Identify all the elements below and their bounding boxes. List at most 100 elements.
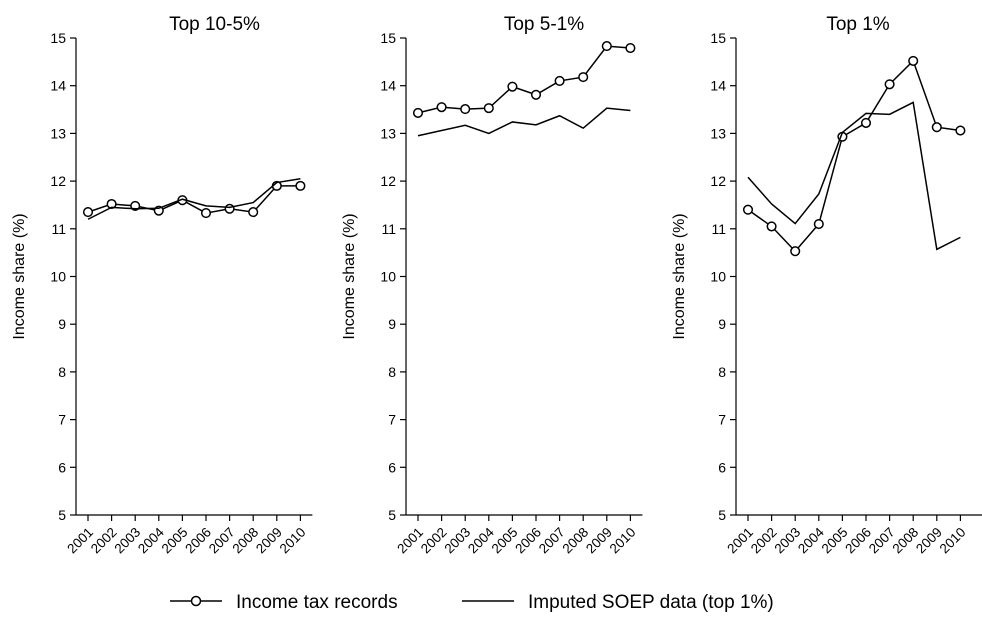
data-point-income-tax — [82, 207, 94, 218]
x-tick-label: 2008 — [559, 525, 591, 557]
legend-label-income-tax: Income tax records — [236, 592, 398, 613]
data-point-income-tax — [625, 42, 636, 54]
x-tick-label: 2007 — [206, 525, 238, 557]
data-point-income-tax — [224, 203, 235, 214]
x-tick-label: 2005 — [819, 525, 851, 557]
y-tick-label: 14 — [50, 78, 66, 94]
x-tick-label: 2006 — [512, 525, 544, 557]
y-tick-label: 14 — [380, 78, 396, 94]
x-tick-label: 2004 — [135, 524, 167, 556]
y-axis-label: Income share (%) — [341, 213, 358, 339]
y-tick-label: 6 — [718, 459, 726, 475]
legend-label-soep: Imputed SOEP data (top 1%) — [528, 592, 774, 613]
data-point-income-tax — [931, 122, 942, 133]
x-tick-label: 2006 — [842, 525, 874, 557]
data-point-income-tax — [766, 221, 777, 232]
y-tick-label: 9 — [58, 316, 66, 332]
x-tick-label: 2010 — [937, 525, 969, 557]
y-tick-label: 11 — [51, 221, 66, 237]
panel-title: Top 5-1% — [504, 14, 584, 35]
series-line-income-tax — [417, 45, 631, 114]
y-tick-label: 5 — [718, 507, 726, 523]
data-point-income-tax — [955, 125, 966, 136]
data-point-income-tax — [554, 75, 565, 86]
series-line-soep — [417, 107, 631, 137]
data-point-income-tax — [200, 208, 212, 219]
y-tick-label: 5 — [388, 507, 396, 523]
chart-panels: Top 10-5% Income share (%) 5 6 7 8 9 10 11 12 13 14… — [11, 14, 982, 556]
x-tick-label: 2003 — [441, 525, 473, 557]
x-tick-label: 2004 — [795, 524, 827, 556]
x-tick-label: 2008 — [889, 525, 921, 557]
data-point-income-tax — [742, 204, 754, 215]
x-tick-label: 2010 — [607, 525, 639, 557]
x-tick-label: 2006 — [182, 525, 214, 557]
data-point-income-tax — [578, 72, 589, 83]
x-tick-label: 2005 — [159, 525, 191, 557]
x-tick-label: 2001 — [64, 525, 96, 557]
data-point-income-tax — [860, 117, 872, 128]
y-tick-label: 9 — [718, 316, 726, 332]
x-tick-label: 2005 — [489, 525, 521, 557]
x-tick-label: 2003 — [771, 525, 803, 557]
data-point-income-tax — [813, 218, 824, 230]
y-tick-label: 12 — [710, 173, 726, 189]
y-axis-label: Income share (%) — [11, 213, 28, 339]
y-tick-label: 12 — [50, 173, 66, 189]
data-point-income-tax — [530, 89, 542, 100]
x-tick-label: 2008 — [229, 525, 261, 557]
x-tick-label: 2002 — [88, 525, 120, 557]
panel-title: Top 1% — [826, 14, 889, 35]
x-tick-label: 2009 — [913, 525, 945, 557]
y-tick-label: 8 — [388, 364, 396, 380]
y-tick-label: 11 — [711, 221, 726, 237]
y-tick-label: 14 — [710, 78, 726, 94]
x-tick-label: 2002 — [748, 525, 780, 557]
x-tick-label: 2002 — [418, 525, 450, 557]
x-tick-label: 2007 — [866, 525, 898, 557]
data-point-income-tax — [460, 104, 471, 115]
data-point-income-tax — [436, 102, 447, 113]
data-point-income-tax — [106, 198, 117, 210]
x-tick-label: 2009 — [253, 525, 285, 557]
panel-3: Top 1% Income share (%) 5 6 7 8 9 10 11 12 13 14 15 2… — [671, 14, 982, 556]
legend-marker-circle — [190, 595, 202, 607]
data-point-income-tax — [295, 180, 306, 191]
y-tick-label: 10 — [710, 269, 726, 285]
y-tick-label: 7 — [718, 412, 726, 428]
legend: Income tax records Imputed SOEP data (to… — [170, 592, 774, 613]
y-tick-label: 5 — [58, 507, 66, 523]
data-point-income-tax — [790, 246, 801, 257]
series-line-income-tax — [87, 185, 301, 214]
y-tick-label: 6 — [388, 459, 396, 475]
y-tick-label: 15 — [50, 30, 66, 46]
series-line-income-tax — [747, 59, 961, 253]
data-point-income-tax — [483, 103, 494, 114]
y-tick-label: 8 — [718, 364, 726, 380]
y-tick-label: 6 — [58, 459, 66, 475]
data-point-income-tax — [601, 41, 612, 52]
x-tick-label: 2004 — [465, 524, 497, 556]
x-tick-label: 2001 — [394, 525, 426, 557]
y-tick-label: 11 — [381, 221, 396, 237]
y-axis-label: Income share (%) — [671, 213, 688, 339]
x-tick-label: 2007 — [536, 525, 568, 557]
y-tick-label: 10 — [50, 269, 66, 285]
x-tick-label: 2010 — [277, 525, 309, 557]
y-tick-label: 10 — [380, 269, 396, 285]
y-tick-label: 15 — [380, 30, 396, 46]
panel-2: Top 5-1% Income share (%) 5 6 7 8 9 10 11 12 13 14 1… — [341, 14, 643, 557]
y-tick-label: 15 — [710, 30, 726, 46]
data-point-income-tax — [884, 79, 895, 90]
y-tick-label: 9 — [388, 316, 396, 332]
y-tick-label: 13 — [380, 125, 396, 141]
series-line-soep — [747, 101, 961, 251]
y-tick-label: 13 — [710, 125, 726, 141]
series-line-soep — [87, 177, 301, 220]
panel-title: Top 10-5% — [169, 14, 260, 35]
x-tick-label: 2009 — [583, 525, 615, 557]
data-point-income-tax — [908, 55, 919, 66]
y-tick-label: 13 — [50, 125, 66, 141]
